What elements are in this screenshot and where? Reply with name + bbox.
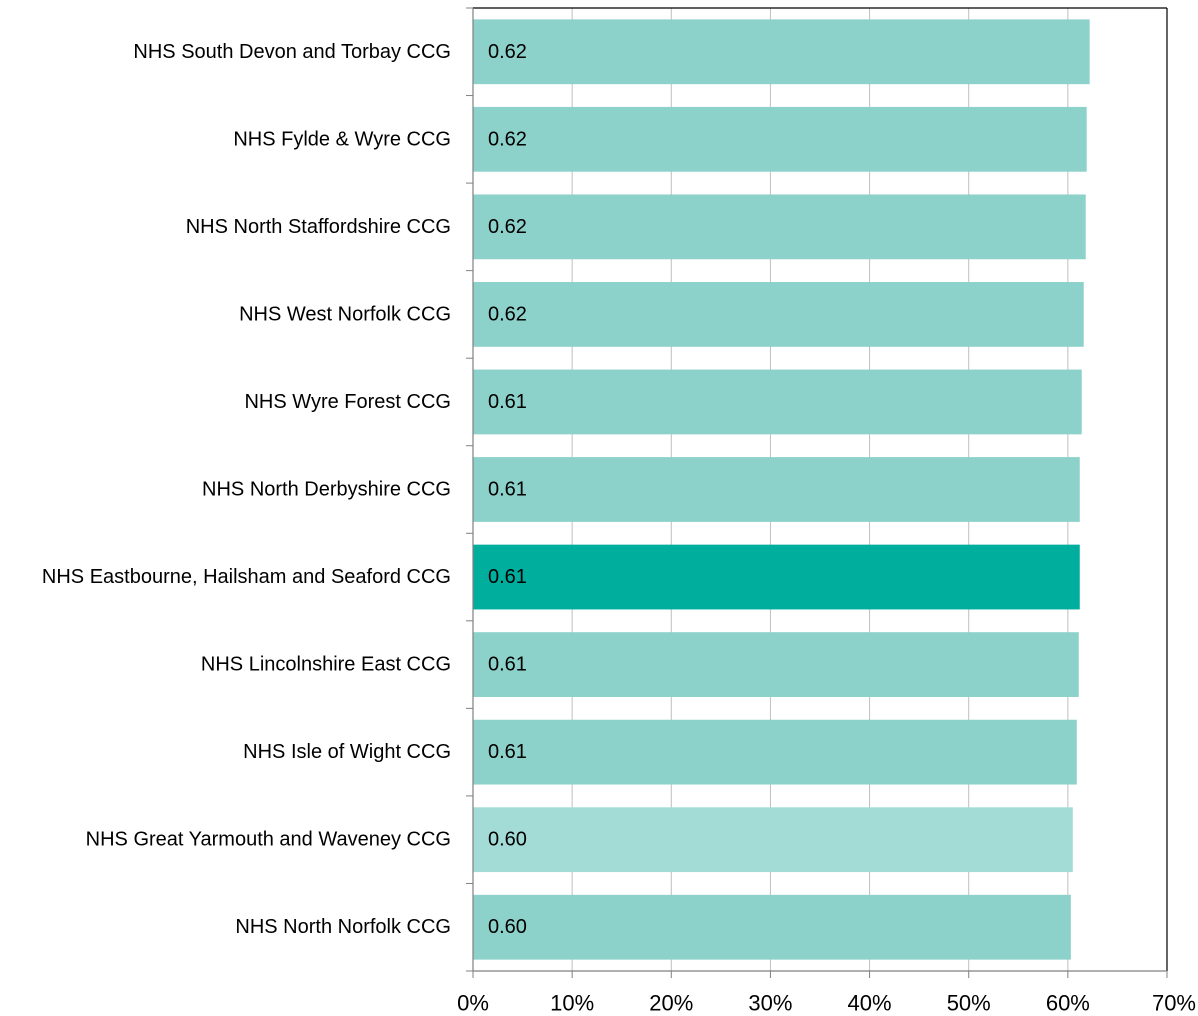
bar: [473, 194, 1086, 260]
data-label: 0.61: [488, 654, 527, 676]
data-label: 0.62: [488, 41, 527, 63]
bar: [473, 544, 1080, 610]
category-label: NHS North Staffordshire CCG: [186, 216, 451, 238]
x-tick-label: 40%: [848, 991, 892, 1016]
data-label: 0.62: [488, 216, 527, 238]
category-labels: NHS South Devon and Torbay CCG NHS Fylde …: [42, 41, 451, 938]
bar: [473, 894, 1071, 960]
x-tick-label: 10%: [550, 991, 594, 1016]
data-label: 0.61: [488, 391, 527, 413]
bar: [473, 719, 1077, 785]
x-tick-label: 50%: [947, 991, 991, 1016]
data-label: 0.62: [488, 128, 527, 150]
x-tick-label: 20%: [649, 991, 693, 1016]
data-label: 0.60: [488, 829, 527, 851]
bar: [473, 282, 1084, 347]
x-axis-ticks: 0% 10% 20% 30% 40% 50% 60% 70%: [457, 971, 1196, 1016]
category-label: NHS South Devon and Torbay CCG: [133, 41, 451, 63]
category-label: NHS Eastbourne, Hailsham and Seaford CCG: [42, 566, 451, 588]
category-label: NHS Isle of Wight CCG: [243, 741, 451, 763]
bar: [473, 369, 1082, 435]
category-label: NHS Fylde & Wyre CCG: [233, 128, 451, 150]
data-labels: 0.62 0.62 0.62 0.62 0.61 0.61 0.61 0.61 0.61 0.60…: [488, 41, 527, 938]
bar: [473, 632, 1079, 697]
data-label: 0.61: [488, 741, 527, 763]
category-label: NHS Wyre Forest CCG: [244, 391, 451, 413]
data-label: 0.60: [488, 916, 527, 938]
bar: [473, 807, 1073, 873]
bar: [473, 19, 1090, 85]
category-label: NHS West Norfolk CCG: [239, 303, 451, 325]
x-tick-label: 0%: [457, 991, 489, 1016]
data-label: 0.62: [488, 303, 527, 325]
bar: [473, 106, 1087, 172]
bar: [473, 457, 1080, 522]
bars: [473, 19, 1090, 960]
x-tick-label: 60%: [1046, 991, 1090, 1016]
category-label: NHS Great Yarmouth and Waveney CCG: [86, 829, 451, 851]
x-tick-label: 30%: [748, 991, 792, 1016]
x-tick-label: 70%: [1152, 991, 1196, 1016]
category-label: NHS Lincolnshire East CCG: [201, 654, 451, 676]
category-label: NHS North Norfolk CCG: [235, 916, 451, 938]
category-label: NHS North Derbyshire CCG: [202, 479, 451, 501]
data-label: 0.61: [488, 479, 527, 501]
plot-frame: [466, 7, 1168, 972]
data-label: 0.61: [488, 566, 527, 588]
